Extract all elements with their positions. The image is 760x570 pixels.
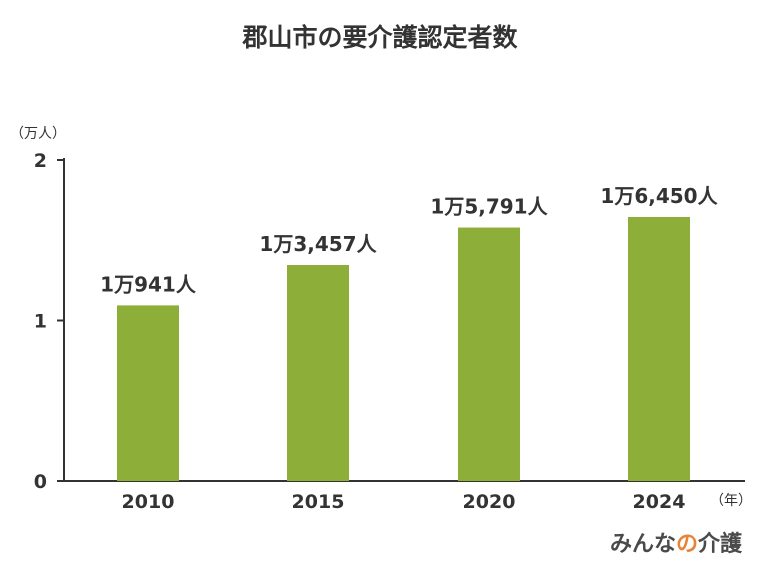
data-label: 1万3,457人 bbox=[259, 232, 377, 256]
logo-text-1: みんな bbox=[609, 532, 676, 557]
x-tick-label: 2020 bbox=[463, 491, 516, 513]
bar bbox=[287, 265, 349, 481]
x-tick-label: 2015 bbox=[292, 491, 345, 513]
bar bbox=[628, 216, 690, 482]
bar bbox=[117, 305, 179, 481]
data-label: 1万6,450人 bbox=[600, 184, 718, 208]
x-axis-unit-label: （年） bbox=[710, 493, 752, 509]
y-axis-unit-label: （万人） bbox=[10, 126, 66, 142]
x-tick-label: 2010 bbox=[122, 491, 175, 513]
brand-logo: みんなの介護 bbox=[610, 526, 742, 558]
logo-text-3: 介護 bbox=[697, 532, 742, 557]
data-label: 1万941人 bbox=[100, 272, 197, 296]
y-tick-label: 0 bbox=[34, 471, 47, 493]
chart-title: 郡山市の要介護認定者数 bbox=[242, 23, 518, 52]
y-tick-label: 2 bbox=[34, 150, 47, 172]
x-tick-label: 2024 bbox=[633, 491, 686, 513]
logo-text-2: の bbox=[675, 532, 698, 557]
bar bbox=[458, 227, 520, 481]
data-label: 1万5,791人 bbox=[430, 195, 548, 219]
y-tick-label: 1 bbox=[34, 311, 47, 333]
